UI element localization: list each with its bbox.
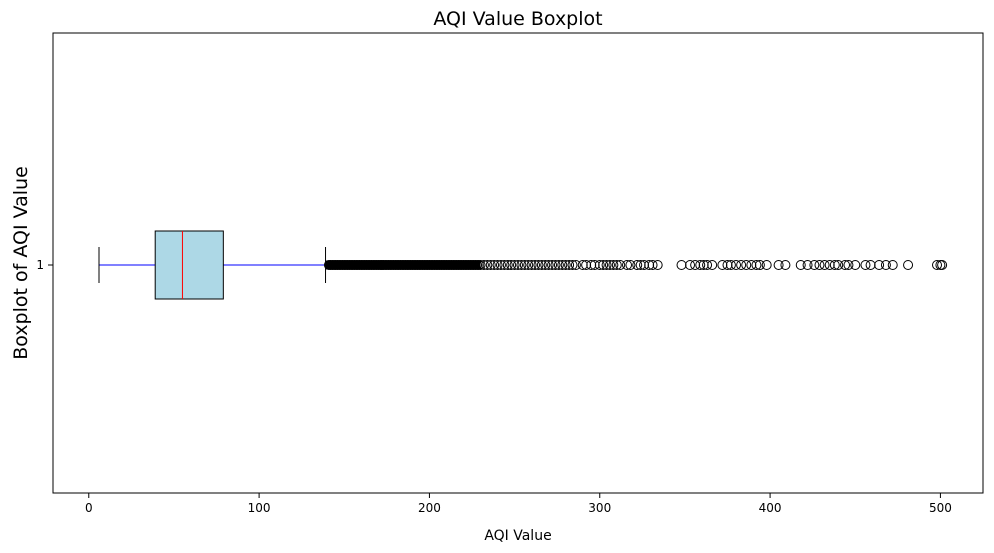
outlier-point — [690, 260, 701, 270]
outlier-point — [903, 260, 914, 270]
outlier-point — [736, 260, 747, 270]
outlier-point — [824, 260, 835, 270]
outlier-point — [809, 260, 820, 270]
outlier-point — [741, 260, 752, 270]
outlier-point — [564, 260, 575, 270]
outlier-point — [702, 260, 713, 270]
outlier-point — [523, 260, 534, 270]
outlier-point — [829, 260, 840, 270]
outlier-point — [676, 260, 687, 270]
outlier-point — [625, 260, 636, 270]
outlier-point — [707, 260, 718, 270]
chart-title: AQI Value Boxplot — [433, 8, 602, 30]
outlier-point — [516, 260, 527, 270]
outlier-point — [746, 260, 757, 270]
outlier-point — [492, 260, 503, 270]
outlier-point — [754, 260, 765, 270]
outlier-point — [802, 260, 813, 270]
outlier-point — [489, 260, 500, 270]
outlier-point — [725, 260, 736, 270]
x-axis-label: AQI Value — [484, 528, 551, 544]
outlier-dense-band — [325, 260, 481, 270]
outlier-point — [567, 260, 578, 270]
outlier-point — [553, 260, 564, 270]
y-tick-label: 1 — [36, 258, 44, 272]
x-tick-label: 300 — [588, 501, 611, 515]
outlier-point — [570, 260, 581, 270]
outlier-point — [502, 260, 513, 270]
y-axis-label: Boxplot of AQI Value — [10, 166, 32, 360]
outlier-point — [547, 260, 558, 270]
x-tick-label: 500 — [929, 501, 952, 515]
outlier-point — [482, 260, 493, 270]
outlier-point — [536, 260, 547, 270]
outlier-point — [611, 260, 622, 270]
outlier-point — [685, 260, 696, 270]
axes-frame — [52, 32, 984, 494]
x-tick-label: 100 — [248, 501, 271, 515]
outlier-point — [543, 260, 554, 270]
outlier-point — [731, 260, 742, 270]
outlier-point — [608, 260, 619, 270]
outlier-point — [622, 260, 633, 270]
outlier-point — [499, 260, 510, 270]
outlier-point — [509, 260, 520, 270]
outlier-point — [932, 260, 943, 270]
outlier-point — [695, 260, 706, 270]
outlier-point — [615, 260, 626, 270]
outlier-point — [761, 260, 772, 270]
outlier-point — [850, 260, 861, 270]
outlier-point — [526, 260, 537, 270]
outlier-point — [519, 260, 530, 270]
outlier-point — [751, 260, 762, 270]
outlier-point — [840, 260, 851, 270]
outlier-point — [814, 260, 825, 270]
outlier-point — [604, 260, 615, 270]
outlier-point — [533, 260, 544, 270]
outlier-point — [717, 260, 728, 270]
outlier-point — [880, 260, 891, 270]
x-tick-label: 200 — [418, 501, 441, 515]
outlier-point — [874, 260, 885, 270]
outlier-point — [530, 260, 541, 270]
x-tick-label: 0 — [85, 501, 93, 515]
outlier-point — [795, 260, 806, 270]
outlier-point — [550, 260, 561, 270]
outliers-group — [323, 260, 948, 270]
outlier-point — [647, 260, 658, 270]
outlier-point — [495, 260, 506, 270]
outlier-point — [780, 260, 791, 270]
outlier-point — [843, 260, 854, 270]
outlier-point — [485, 260, 496, 270]
outlier-point — [887, 260, 898, 270]
outlier-point — [860, 260, 871, 270]
boxplot-group — [98, 230, 327, 300]
outlier-point — [557, 260, 568, 270]
outlier-point — [652, 260, 663, 270]
outlier-point — [937, 260, 948, 270]
outlier-point — [601, 260, 612, 270]
y-axis-ticks: 1 — [36, 258, 53, 272]
x-axis-ticks: 0 100 200 300 400 500 — [85, 493, 952, 515]
interquartile-box — [154, 230, 224, 300]
outlier-point — [773, 260, 784, 270]
outlier-point — [598, 260, 609, 270]
outlier-point — [560, 260, 571, 270]
outlier-point — [506, 260, 517, 270]
x-tick-label: 400 — [759, 501, 782, 515]
outlier-point — [833, 260, 844, 270]
outlier-point — [540, 260, 551, 270]
outlier-point — [513, 260, 523, 270]
outlier-point — [819, 260, 830, 270]
outlier-point — [632, 260, 643, 270]
outlier-point — [865, 260, 876, 270]
outlier-point — [594, 260, 605, 270]
